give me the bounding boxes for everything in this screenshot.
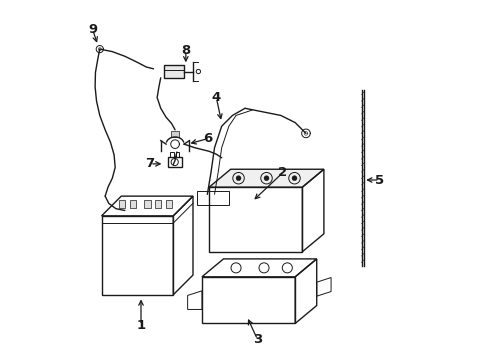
- Bar: [172, 131, 179, 137]
- Bar: [164, 65, 184, 78]
- Bar: [130, 200, 136, 208]
- Text: 5: 5: [375, 174, 384, 186]
- Bar: [168, 157, 181, 167]
- Circle shape: [264, 176, 269, 181]
- Text: 6: 6: [203, 132, 212, 145]
- Text: 9: 9: [88, 23, 97, 36]
- Circle shape: [236, 176, 241, 181]
- Text: 4: 4: [212, 91, 221, 104]
- Text: 2: 2: [278, 166, 287, 179]
- Text: 3: 3: [253, 333, 262, 346]
- Polygon shape: [209, 169, 324, 187]
- Bar: [155, 200, 161, 208]
- Text: 8: 8: [181, 44, 191, 57]
- Text: 7: 7: [146, 157, 154, 170]
- Bar: [119, 200, 125, 208]
- Bar: [176, 152, 179, 157]
- Bar: [144, 200, 150, 208]
- Bar: [170, 152, 173, 157]
- Bar: [166, 200, 172, 208]
- Text: 1: 1: [136, 319, 146, 332]
- Circle shape: [292, 176, 297, 181]
